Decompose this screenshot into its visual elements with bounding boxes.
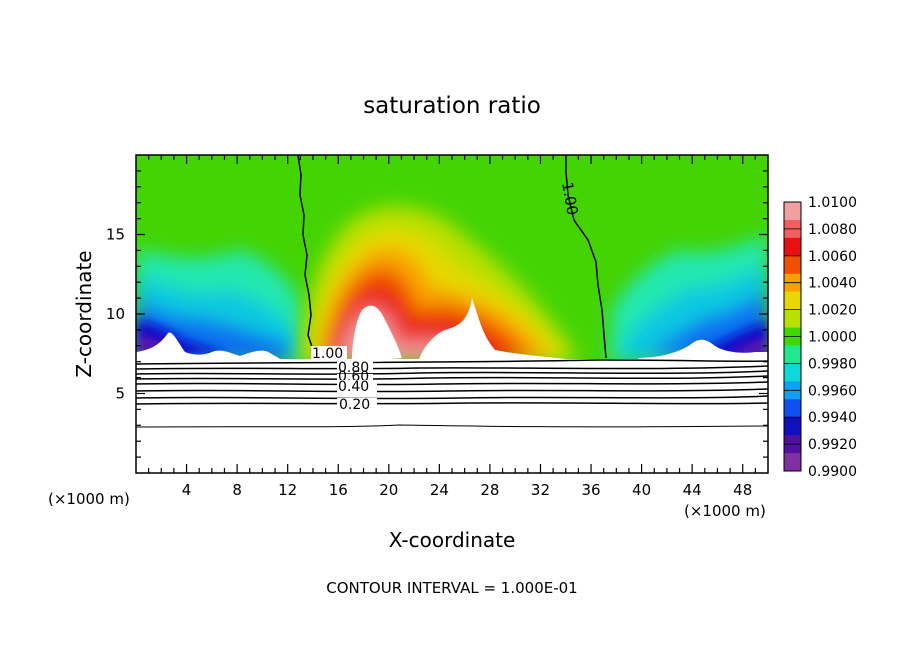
x-tick-label: 4	[182, 481, 192, 499]
colorbar: 1.0100 1.0080 1.0060 1.0040 1.0020 1.0000 0.99…	[783, 195, 857, 480]
contour-0.90	[136, 359, 768, 365]
y-axis-label: Z-coordinate	[72, 250, 96, 377]
colorbar-label: 1.0060	[808, 249, 857, 265]
low-level-white-bumps	[136, 332, 281, 359]
contour-0.30	[136, 395, 768, 400]
plume-core-right	[419, 298, 567, 359]
contour-label-bg	[337, 398, 377, 411]
contour-0.60	[136, 375, 768, 380]
colorbar-label: 0.9920	[808, 437, 857, 453]
y-axis-ticks: 5 10 15	[106, 170, 768, 458]
x-tick-label: 20	[379, 481, 398, 499]
x-tick-label: 36	[581, 481, 600, 499]
colorbar-label: 1.0000	[808, 330, 857, 346]
contour-0.70	[136, 370, 768, 375]
contour-label-bg	[337, 380, 377, 393]
contour-1.00-right	[565, 155, 607, 359]
colorbar-label: 0.9960	[808, 383, 857, 399]
colorbar-swatch	[784, 363, 801, 382]
contour-1.00-left	[297, 155, 317, 359]
colorbar-swatch	[784, 453, 801, 472]
contour-label-group: 1.00 1.00 0.80 0.60 0.40 0.20	[311, 181, 582, 413]
low-level-white-bumps-right	[637, 339, 768, 359]
x-tick-label: 32	[531, 481, 550, 499]
x-axis-ticks: 4 8 12 16 20 24 28 32 36 40 44 48	[148, 155, 756, 499]
contour-0.80	[136, 365, 768, 370]
colorbar-swatch	[784, 237, 801, 257]
contour-label: 0.20	[339, 397, 370, 413]
contour-0.10	[136, 424, 768, 428]
colorbar-label: 1.0080	[808, 222, 857, 238]
contour-0.20	[136, 402, 768, 405]
contour-0.40	[136, 388, 768, 393]
colorbar-swatch	[784, 291, 801, 311]
x-unit-label-right: (×1000 m)	[684, 502, 766, 520]
colorbar-label: 1.0040	[808, 276, 857, 292]
contour-label: 1.00	[312, 346, 343, 362]
contour-label-bg	[337, 374, 373, 385]
contour-interval-note: CONTOUR INTERVAL = 1.000E-01	[326, 579, 577, 597]
colorbar-label: 0.9900	[808, 464, 857, 480]
contour-0.50	[136, 381, 768, 386]
chart-title: saturation ratio	[363, 93, 541, 119]
colorbar-swatch	[784, 202, 801, 221]
x-tick-label: 16	[329, 481, 348, 499]
contour-lines	[136, 155, 768, 428]
colorbar-label: 1.0020	[808, 303, 857, 319]
x-tick-label: 24	[430, 481, 449, 499]
contour-label: 0.80	[338, 360, 369, 376]
x-tick-label: 40	[632, 481, 651, 499]
colorbar-swatch	[784, 399, 801, 418]
colorbar-label: 1.0100	[808, 195, 857, 211]
field: 1.00 1.00 0.80 0.60 0.40 0.20	[136, 155, 768, 473]
x-tick-label: 12	[278, 481, 297, 499]
y-tick-label: 5	[115, 385, 125, 403]
colorbar-label: 0.9980	[808, 356, 857, 372]
x-axis-label: X-coordinate	[389, 528, 516, 552]
contour-label: 0.40	[338, 379, 369, 395]
colorbar-swatch	[784, 255, 801, 275]
y-tick-label: 10	[106, 305, 125, 323]
x-tick-label: 44	[683, 481, 702, 499]
x-tick-label: 48	[733, 481, 752, 499]
y-tick-label: 15	[106, 226, 125, 244]
colorbar-swatch	[784, 345, 801, 364]
colorbar-label: 0.9940	[808, 410, 857, 426]
x-unit-label-left: (×1000 m)	[48, 490, 130, 508]
plume-core-left	[352, 305, 402, 359]
x-tick-label: 8	[232, 481, 242, 499]
x-tick-label: 28	[480, 481, 499, 499]
contour-label: 1.00	[558, 181, 582, 217]
contour-label-bg	[311, 346, 347, 359]
contour-label-bg	[337, 360, 373, 373]
colorbar-swatch	[784, 417, 801, 436]
colorbar-swatch	[784, 309, 801, 329]
